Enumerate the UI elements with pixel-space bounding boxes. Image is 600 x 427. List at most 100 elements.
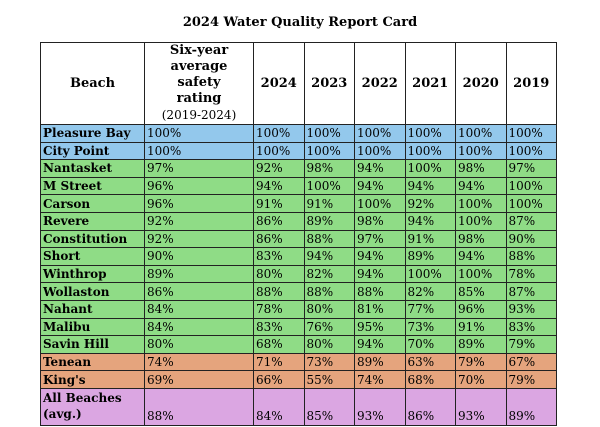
- rating-cell-2022: 94%: [354, 159, 406, 178]
- six-year-average-cell: 80%: [144, 335, 254, 354]
- rating-cell-2020: 100%: [455, 211, 507, 231]
- six-year-average-cell: 90%: [144, 247, 254, 266]
- six-year-average-cell: 96%: [144, 194, 254, 213]
- rating-cell-2022: 93%: [354, 387, 406, 426]
- rating-cell-2019: 100%: [505, 141, 557, 161]
- rating-cell-2019: 87%: [505, 282, 557, 301]
- water-quality-table: Beach Six-year average safety rating (20…: [40, 42, 557, 426]
- six-year-average-cell: 97%: [144, 159, 254, 178]
- rating-cell-2020: 91%: [455, 317, 507, 337]
- beach-name-cell: Nahant: [40, 299, 145, 319]
- header-avg-line4: (2019-2024): [161, 108, 237, 122]
- beach-name-cell: All Beaches (avg.): [40, 387, 145, 426]
- six-year-average-cell: 88%: [144, 387, 254, 426]
- rating-cell-2022: 100%: [354, 141, 406, 161]
- rating-cell-2020: 89%: [455, 335, 507, 354]
- rating-cell-2024: 71%: [253, 352, 305, 372]
- beach-name-cell: Malibu: [40, 317, 145, 337]
- rating-cell-2022: 100%: [354, 194, 406, 213]
- beach-name-cell: Short: [40, 247, 145, 266]
- rating-cell-2022: 88%: [354, 282, 406, 301]
- header-2019: 2019: [505, 42, 557, 125]
- rating-cell-2023: 73%: [303, 352, 355, 372]
- rating-cell-2021: 77%: [404, 299, 456, 319]
- rating-cell-2022: 81%: [354, 299, 406, 319]
- rating-cell-2022: 97%: [354, 229, 406, 249]
- rating-cell-2022: 94%: [354, 176, 406, 196]
- rating-cell-2021: 70%: [404, 335, 456, 354]
- beach-name-cell: City Point: [40, 141, 145, 161]
- rating-cell-2019: 90%: [505, 229, 557, 249]
- beach-name-cell: Revere: [40, 211, 145, 231]
- rating-cell-2020: 79%: [455, 352, 507, 372]
- rating-cell-2020: 85%: [455, 282, 507, 301]
- rating-cell-2024: 94%: [253, 176, 305, 196]
- six-year-average-cell: 86%: [144, 282, 254, 301]
- table-row: M Street 96% 94% 100% 94% 94% 94% 100%: [40, 176, 557, 196]
- rating-cell-2024: 80%: [253, 264, 305, 284]
- header-avg-line2: average safety: [170, 59, 228, 90]
- six-year-average-cell: 84%: [144, 317, 254, 337]
- rating-cell-2024: 83%: [253, 317, 305, 337]
- rating-cell-2019: 83%: [505, 317, 557, 337]
- rating-cell-2022: 98%: [354, 211, 406, 231]
- rating-cell-2021: 73%: [404, 317, 456, 337]
- rating-cell-2022: 94%: [354, 264, 406, 284]
- rating-cell-2021: 91%: [404, 229, 456, 249]
- rating-cell-2024: 91%: [253, 194, 305, 213]
- table-row: Pleasure Bay 100% 100% 100% 100% 100% 100% 100%: [40, 124, 557, 143]
- six-year-average-cell: 92%: [144, 211, 254, 231]
- rating-cell-2019: 87%: [505, 211, 557, 231]
- table-row: All Beaches (avg.) 88% 84% 85% 93% 86% 93% 89%: [40, 387, 557, 426]
- table-row: Malibu 84% 83% 76% 95% 73% 91% 83%: [40, 317, 557, 337]
- rating-cell-2023: 80%: [303, 335, 355, 354]
- six-year-average-cell: 84%: [144, 299, 254, 319]
- table-row: Nahant 84% 78% 80% 81% 77% 96% 93%: [40, 299, 557, 319]
- rating-cell-2019: 97%: [505, 159, 557, 178]
- rating-cell-2020: 94%: [455, 176, 507, 196]
- header-2022: 2022: [354, 42, 406, 125]
- rating-cell-2024: 84%: [253, 387, 305, 426]
- six-year-average-cell: 100%: [144, 124, 254, 143]
- rating-cell-2021: 68%: [404, 370, 456, 389]
- rating-cell-2023: 88%: [303, 229, 355, 249]
- rating-cell-2020: 100%: [455, 141, 507, 161]
- table-row: Nantasket 97% 92% 98% 94% 100% 98% 97%: [40, 159, 557, 178]
- rating-cell-2021: 63%: [404, 352, 456, 372]
- rating-cell-2019: 79%: [505, 370, 557, 389]
- table-row: Savin Hill 80% 68% 80% 94% 70% 89% 79%: [40, 335, 557, 354]
- header-avg-line1: Six-year: [169, 43, 229, 59]
- rating-cell-2021: 82%: [404, 282, 456, 301]
- header-avg-line3: rating: [176, 91, 222, 106]
- table-row: Wollaston 86% 88% 88% 88% 82% 85% 87%: [40, 282, 557, 301]
- rating-cell-2019: 100%: [505, 124, 557, 143]
- rating-cell-2019: 100%: [505, 194, 557, 213]
- rating-cell-2021: 92%: [404, 194, 456, 213]
- rating-cell-2019: 79%: [505, 335, 557, 354]
- header-2023: 2023: [303, 42, 355, 125]
- rating-cell-2023: 91%: [303, 194, 355, 213]
- table-body: Pleasure Bay 100% 100% 100% 100% 100% 100% 100%…: [40, 124, 557, 426]
- six-year-average-cell: 96%: [144, 176, 254, 196]
- beach-name-cell: Nantasket: [40, 159, 145, 178]
- rating-cell-2020: 100%: [455, 264, 507, 284]
- header-2024: 2024: [253, 42, 305, 125]
- beach-name-cell: Pleasure Bay: [40, 124, 145, 143]
- rating-cell-2020: 93%: [455, 387, 507, 426]
- rating-cell-2021: 100%: [404, 124, 456, 143]
- rating-cell-2021: 89%: [404, 247, 456, 266]
- rating-cell-2019: 67%: [505, 352, 557, 372]
- beach-name-cell: Wollaston: [40, 282, 145, 301]
- rating-cell-2023: 88%: [303, 282, 355, 301]
- rating-cell-2023: 100%: [303, 124, 355, 143]
- beach-name-cell: Winthrop: [40, 264, 145, 284]
- rating-cell-2020: 98%: [455, 159, 507, 178]
- header-2021: 2021: [404, 42, 456, 125]
- table-row: Tenean 74% 71% 73% 89% 63% 79% 67%: [40, 352, 557, 372]
- rating-cell-2023: 85%: [303, 387, 355, 426]
- rating-cell-2022: 94%: [354, 247, 406, 266]
- rating-cell-2023: 100%: [303, 141, 355, 161]
- rating-cell-2023: 98%: [303, 159, 355, 178]
- rating-cell-2023: 89%: [303, 211, 355, 231]
- six-year-average-cell: 69%: [144, 370, 254, 389]
